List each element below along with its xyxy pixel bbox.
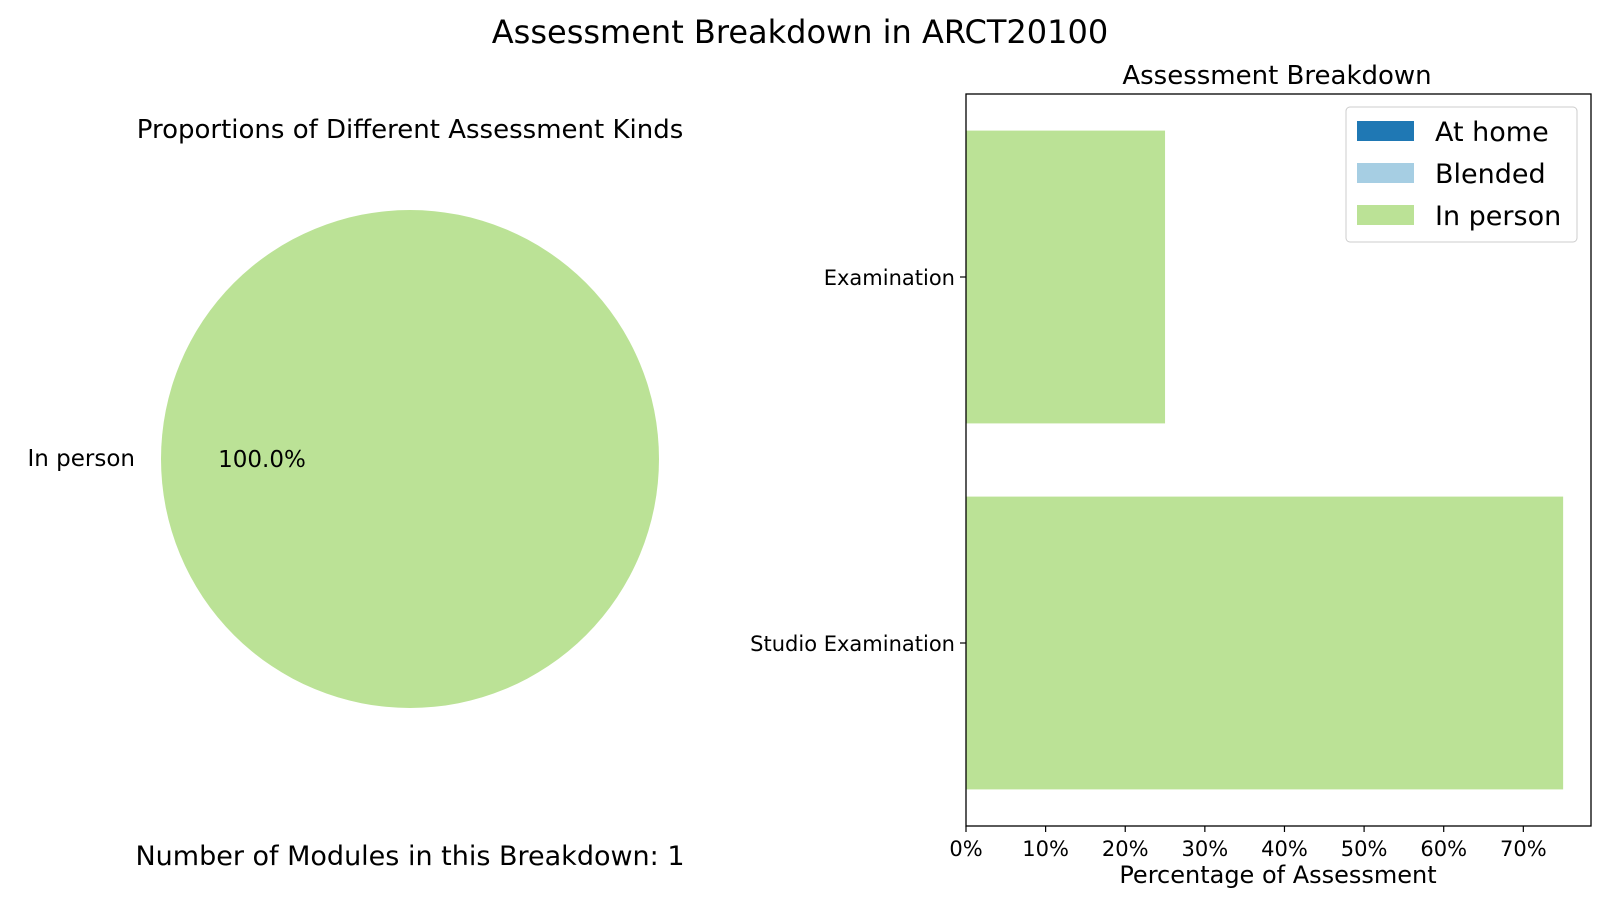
- x-tick-label: 60%: [1420, 837, 1467, 861]
- pie-chart: Proportions of Different Assessment Kind…: [27, 115, 683, 708]
- bar: [966, 130, 1166, 424]
- module-count-text: Number of Modules in this Breakdown: 1: [135, 841, 684, 872]
- pie-slice-label: In person: [27, 446, 135, 472]
- bar-title: Assessment Breakdown: [1122, 61, 1431, 91]
- legend-swatch: [1357, 205, 1414, 225]
- plot-frame: [965, 93, 1592, 827]
- pie-slices: In person 100.0%: [27, 210, 659, 708]
- legend-swatch: [1357, 121, 1414, 141]
- x-tick-label: 0%: [949, 837, 982, 861]
- y-axis-ticks: Examination Studio Examination: [750, 266, 966, 656]
- figure-suptitle: Assessment Breakdown in ARCT20100: [492, 13, 1108, 51]
- pie-title: Proportions of Different Assessment Kind…: [137, 115, 684, 145]
- bar-chart: Assessment Breakdown Examination Studio E…: [750, 61, 1592, 889]
- legend-label: At home: [1435, 117, 1549, 148]
- x-tick-label: 20%: [1102, 837, 1149, 861]
- pie-slice: [161, 210, 659, 708]
- legend-swatch: [1357, 163, 1414, 183]
- x-tick-label: 50%: [1341, 837, 1388, 861]
- y-tick-label: Examination: [824, 266, 955, 290]
- x-axis-label: Percentage of Assessment: [1119, 861, 1436, 889]
- bar-marks: [966, 130, 1564, 790]
- x-axis-ticks: 0% 10% 20% 30% 40% 50% 60% 70%: [949, 826, 1547, 861]
- pie-value-label: 100.0%: [218, 447, 306, 473]
- legend: At home Blended In person: [1345, 106, 1578, 243]
- x-tick-label: 10%: [1022, 837, 1069, 861]
- x-tick-label: 40%: [1261, 837, 1308, 861]
- y-tick-label: Studio Examination: [750, 632, 955, 656]
- bar: [966, 496, 1564, 790]
- x-tick-label: 70%: [1500, 837, 1547, 861]
- x-tick-label: 30%: [1182, 837, 1229, 861]
- legend-label: In person: [1435, 201, 1561, 232]
- legend-label: Blended: [1435, 159, 1546, 190]
